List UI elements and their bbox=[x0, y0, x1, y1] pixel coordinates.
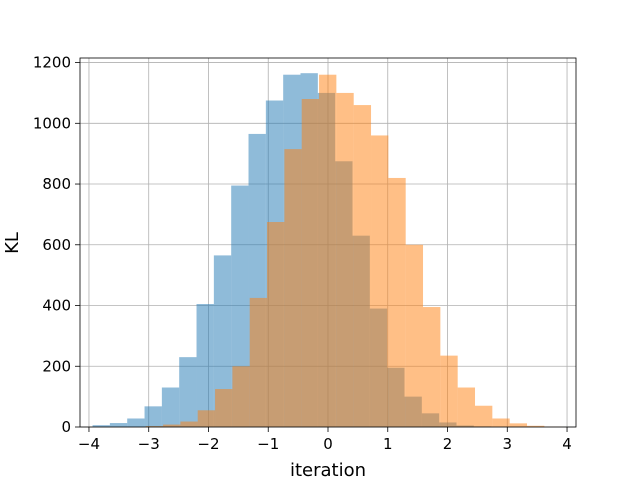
x-tick-label: −4 bbox=[78, 435, 100, 453]
histogram-bar-series-1 bbox=[213, 255, 232, 427]
histogram-bar-series-2 bbox=[180, 421, 198, 427]
histogram-bar-series-2 bbox=[232, 366, 250, 427]
histogram-bar-series-2 bbox=[475, 405, 493, 427]
histogram-bar-series-2 bbox=[405, 244, 424, 427]
histogram-bar-series-2 bbox=[301, 99, 320, 427]
histogram-bar-series-2 bbox=[197, 410, 216, 427]
histogram-bar-series-1 bbox=[161, 387, 180, 427]
x-tick-label: 0 bbox=[323, 435, 333, 453]
histogram-bar-series-2 bbox=[336, 92, 354, 427]
y-axis-ticks: 0 200 400 600 800 1000 1200 bbox=[33, 54, 80, 436]
y-tick-label: 200 bbox=[42, 357, 71, 375]
x-tick-label: −2 bbox=[197, 435, 219, 453]
x-tick-label: −1 bbox=[257, 435, 279, 453]
histogram-bar-series-2 bbox=[440, 355, 458, 427]
x-tick-label: 2 bbox=[443, 435, 453, 453]
histogram-bar-series-2 bbox=[284, 149, 302, 427]
histogram-bar-series-1 bbox=[196, 304, 214, 427]
x-axis-ticks: −4 −3 −2 −1 0 1 2 3 4 bbox=[78, 427, 572, 453]
x-tick-label: 1 bbox=[383, 435, 393, 453]
y-axis-label: KL bbox=[2, 232, 23, 254]
y-tick-label: 1200 bbox=[33, 54, 71, 72]
histogram-bar-series-1 bbox=[109, 423, 128, 427]
histogram-bar-series-2 bbox=[249, 297, 268, 427]
histogram-bar-series-2 bbox=[267, 222, 285, 427]
histogram-bar-series-2 bbox=[509, 423, 527, 427]
histogram-bar-series-1 bbox=[92, 425, 110, 427]
y-tick-label: 1000 bbox=[33, 114, 71, 132]
histogram-bar-series-2 bbox=[353, 105, 372, 428]
x-tick-label: 4 bbox=[562, 435, 572, 453]
histogram-bar-series-2 bbox=[371, 135, 389, 427]
x-tick-label: 3 bbox=[503, 435, 513, 453]
y-tick-label: 0 bbox=[61, 418, 71, 436]
histogram-bars bbox=[92, 73, 562, 428]
histogram-bar-series-2 bbox=[145, 426, 164, 427]
histogram-bar-series-2 bbox=[215, 389, 233, 427]
x-axis-label: iteration bbox=[290, 460, 366, 480]
histogram-bar-series-1 bbox=[179, 357, 197, 427]
histogram-bar-series-1 bbox=[144, 406, 162, 427]
histogram-bar-series-2 bbox=[526, 425, 545, 427]
histogram-bar-series-1 bbox=[127, 418, 145, 427]
y-tick-label: 600 bbox=[42, 236, 71, 254]
histogram-bar-series-2 bbox=[457, 387, 476, 427]
y-tick-label: 800 bbox=[42, 175, 71, 193]
histogram-bar-series-2 bbox=[388, 177, 406, 427]
y-tick-label: 400 bbox=[42, 297, 71, 315]
histogram-bar-series-2 bbox=[492, 418, 510, 427]
x-tick-label: −3 bbox=[138, 435, 160, 453]
histogram-bar-series-2 bbox=[163, 424, 181, 427]
histogram-bar-series-2 bbox=[423, 307, 441, 427]
histogram-bar-series-2 bbox=[319, 74, 337, 427]
